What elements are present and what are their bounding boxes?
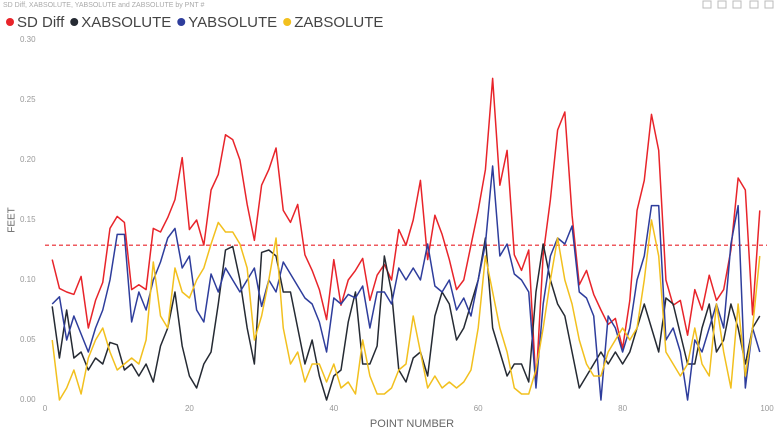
legend-marker: [283, 18, 292, 26]
y-tick-label: 0.00: [20, 395, 36, 404]
icon[interactable]: [732, 0, 742, 9]
icon[interactable]: [702, 0, 712, 9]
series-line: [51, 237, 761, 401]
x-tick-label: 60: [474, 404, 483, 413]
legend-label: XABSOLUTE: [81, 14, 171, 31]
legend-label: YABSOLUTE: [188, 14, 277, 31]
legend-marker: [6, 18, 14, 26]
icon[interactable]: [764, 0, 774, 9]
legend-label: SD Diff: [17, 14, 65, 31]
x-tick-label: 40: [329, 404, 338, 413]
x-tick-label: 20: [185, 404, 194, 413]
legend-marker: [70, 18, 79, 26]
y-tick-label: 0.10: [20, 275, 36, 284]
icon[interactable]: [717, 0, 727, 9]
chart-title: SD Diff, XABSOLUTE, YABSOLUTE and ZABSOL…: [3, 2, 204, 9]
x-tick-label: 100: [760, 404, 774, 413]
x-axis-title: POINT NUMBER: [370, 418, 454, 430]
y-tick-label: 0.20: [20, 155, 36, 164]
legend-marker: [177, 18, 186, 26]
y-tick-label: 0.05: [20, 335, 36, 344]
series-line: [51, 165, 761, 401]
y-tick-label: 0.15: [20, 215, 36, 224]
series-line: [51, 219, 761, 401]
legend-label: ZABSOLUTE: [294, 14, 383, 31]
y-tick-label: 0.25: [20, 95, 36, 104]
series-line: [51, 77, 761, 386]
y-tick-label: 0.30: [20, 35, 36, 44]
x-tick-label: 0: [43, 404, 48, 413]
y-axis-title: FEET: [7, 207, 18, 233]
x-tick-label: 80: [618, 404, 627, 413]
toolbar: [702, 0, 774, 9]
icon[interactable]: [749, 0, 759, 9]
